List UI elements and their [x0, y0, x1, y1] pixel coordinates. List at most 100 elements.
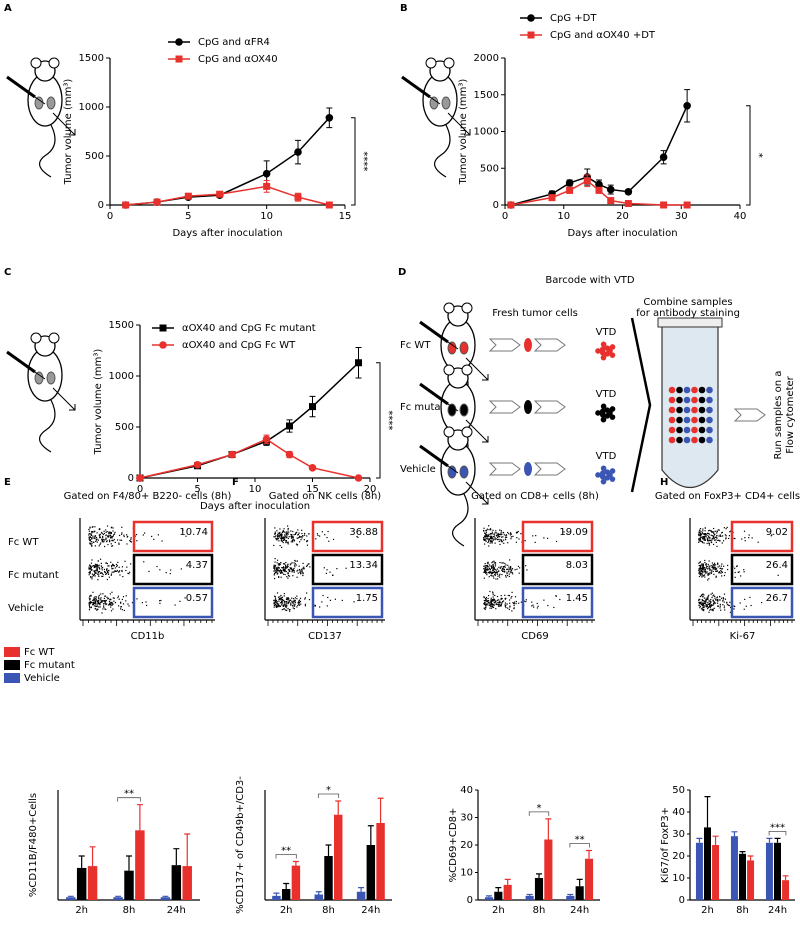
chevron: [488, 338, 521, 352]
event-dot: [710, 571, 713, 573]
event-dot: [502, 570, 504, 572]
event-dot: [485, 534, 487, 536]
event-dot: [712, 565, 714, 567]
event-dot: [698, 564, 700, 567]
event-dot: [120, 606, 122, 608]
event-dot: [280, 534, 282, 536]
event-dot: [156, 565, 158, 568]
event-dot: [708, 535, 710, 537]
event-dot: [107, 535, 109, 538]
event-dot: [497, 535, 499, 537]
event-dot: [486, 562, 489, 564]
bar: [525, 895, 534, 900]
event-dot: [497, 539, 499, 541]
event-dot: [705, 599, 707, 601]
event-dot: [487, 563, 489, 565]
event-dot: [510, 569, 512, 572]
event-dot: [709, 600, 711, 602]
event-dot: [699, 567, 701, 569]
bar: [366, 845, 376, 900]
panel-label: H: [660, 477, 668, 488]
event-dot: [485, 572, 487, 574]
event-dot: [89, 536, 91, 538]
event-dot: [712, 599, 714, 601]
event-dot: [117, 561, 119, 564]
event-dot: [121, 570, 123, 573]
event-dot: [293, 540, 295, 542]
event-dot: [500, 594, 502, 597]
cell-dot: [609, 352, 616, 358]
event-dot: [504, 598, 506, 600]
event-dot: [123, 535, 125, 538]
event-dot: [485, 599, 487, 601]
error-bar: [696, 837, 703, 843]
event-dot: [273, 573, 276, 575]
event-dot: [285, 541, 287, 543]
event-dot: [297, 602, 299, 604]
event-dot: [484, 570, 486, 572]
event-dot: [278, 605, 280, 608]
significance-bracket: [768, 831, 787, 836]
event-dot: [508, 570, 510, 572]
event-dot: [276, 602, 278, 604]
y-tick-label: 0: [467, 895, 473, 906]
event-dot: [93, 602, 95, 604]
event-dot: [99, 534, 101, 537]
error-bar: [704, 796, 711, 828]
event-dot: [487, 541, 489, 544]
mouse-ear: [443, 57, 455, 69]
y-tick-label: 2000: [474, 53, 499, 64]
row-label: Fc mutant: [8, 570, 59, 581]
event-dot: [510, 565, 512, 568]
event-dot: [108, 533, 110, 535]
event-dot: [174, 604, 176, 606]
event-dot: [275, 567, 278, 569]
event-dot: [276, 567, 278, 569]
event-dot: [705, 599, 707, 602]
event-dot: [507, 564, 509, 566]
error-bar: [78, 855, 85, 868]
event-dot: [721, 597, 723, 599]
significance-bracket: [376, 362, 381, 479]
y-tick-label: 0: [493, 200, 499, 211]
mouse-ear: [48, 332, 60, 344]
event-dot: [287, 602, 289, 604]
event-dot: [121, 532, 123, 534]
event-dot: [490, 540, 492, 543]
bar: [334, 814, 343, 900]
event-dot: [491, 562, 493, 564]
marker: [607, 197, 615, 205]
event-dot: [700, 570, 702, 572]
event-dot: [89, 598, 91, 600]
event-dot: [491, 600, 493, 602]
event-dot: [506, 571, 508, 573]
event-dot: [505, 538, 507, 541]
event-dot: [93, 530, 95, 532]
legend-label: CpG and αOX40: [198, 54, 278, 65]
event-dot: [517, 565, 520, 567]
event-dot: [108, 600, 111, 603]
tumor: [429, 96, 439, 110]
event-dot: [500, 540, 502, 542]
event-dot: [513, 607, 515, 609]
event-dot: [508, 595, 511, 597]
event-dot: [95, 537, 98, 539]
event-dot: [704, 568, 707, 570]
event-dot: [711, 566, 713, 568]
event-dot: [101, 575, 103, 577]
event-dot: [99, 536, 101, 539]
event-dot: [94, 598, 96, 600]
event-dot: [508, 568, 510, 570]
event-dot: [142, 534, 144, 536]
event-dot: [276, 571, 278, 573]
event-dot: [90, 567, 93, 569]
y-axis-label: Tumor volume (mm³): [63, 79, 74, 186]
event-dot: [707, 608, 709, 610]
event-dot: [771, 534, 773, 536]
event-dot: [485, 564, 487, 567]
event-dot: [302, 568, 304, 570]
event-dot: [485, 540, 487, 542]
y-tick-label: 500: [115, 422, 134, 433]
event-dot: [296, 531, 298, 533]
event-dot: [719, 595, 721, 598]
